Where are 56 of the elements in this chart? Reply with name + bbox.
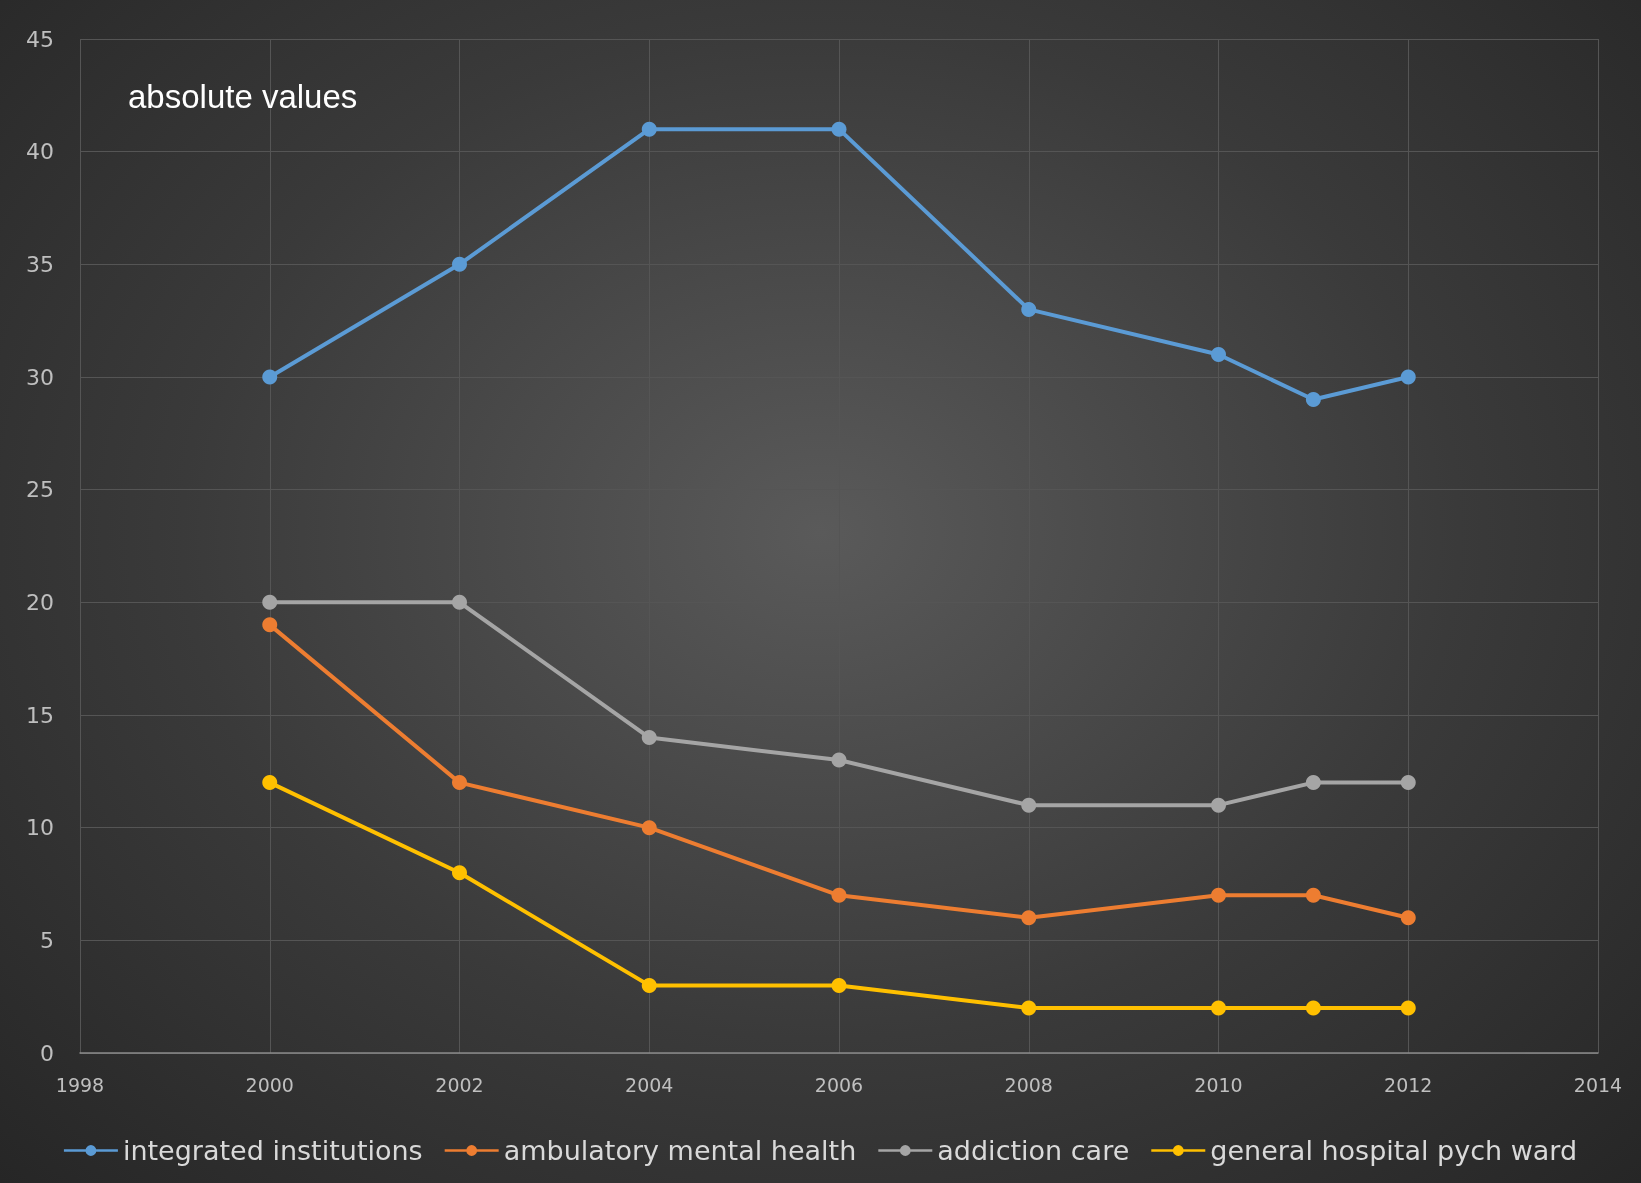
y-tick-label: 25 xyxy=(26,477,54,503)
y-tick-label: 0 xyxy=(40,1040,54,1066)
point xyxy=(1400,1000,1416,1016)
point xyxy=(262,369,278,385)
x-tick-label: 2002 xyxy=(435,1073,484,1096)
point xyxy=(452,865,467,881)
y-tick-label: 5 xyxy=(40,927,54,953)
x-tick-label: 2008 xyxy=(1004,1073,1053,1096)
point xyxy=(452,775,467,791)
point xyxy=(262,775,278,791)
point xyxy=(1021,1000,1037,1016)
point xyxy=(1400,775,1416,791)
point xyxy=(262,617,278,633)
y-tick-label: 20 xyxy=(26,589,54,615)
point xyxy=(641,730,657,746)
point xyxy=(1400,369,1416,385)
y-tick-label: 45 xyxy=(26,26,54,52)
y-tick-label: 10 xyxy=(26,815,54,841)
y-tick-label: 30 xyxy=(26,364,54,390)
x-tick-label: 2000 xyxy=(245,1073,294,1096)
point xyxy=(641,121,657,137)
point xyxy=(831,887,847,903)
x-tick-label: 2010 xyxy=(1194,1073,1243,1096)
point xyxy=(1305,392,1321,408)
point xyxy=(641,820,657,836)
y-tick-label: 15 xyxy=(26,702,54,728)
y-tick-label: 35 xyxy=(26,251,54,277)
legend-label: general hospital pych ward xyxy=(1210,1135,1578,1166)
x-tick-label: 2012 xyxy=(1384,1073,1433,1096)
point xyxy=(1400,910,1416,926)
point xyxy=(262,594,278,610)
point xyxy=(1211,797,1226,813)
point xyxy=(831,752,847,768)
point xyxy=(1305,887,1321,903)
point xyxy=(831,977,847,993)
point xyxy=(452,256,467,272)
point xyxy=(452,594,467,610)
point xyxy=(1021,910,1037,926)
point xyxy=(1211,1000,1226,1016)
point xyxy=(1021,797,1037,813)
point xyxy=(831,121,847,137)
point xyxy=(641,977,657,993)
point xyxy=(1305,775,1321,791)
y-tick-label: 40 xyxy=(26,139,54,165)
x-tick-label: 2004 xyxy=(625,1073,674,1096)
point xyxy=(1211,346,1226,362)
legend-label: integrated institutions xyxy=(122,1135,423,1166)
point xyxy=(1211,887,1226,903)
x-tick-label: 1998 xyxy=(55,1073,105,1096)
point xyxy=(1021,301,1037,317)
x-tick-label: 2006 xyxy=(814,1073,864,1096)
legend-label: ambulatory mental health xyxy=(503,1135,857,1166)
x-tick-label: 2014 xyxy=(1573,1073,1623,1096)
annotation: absolute values xyxy=(128,78,358,115)
legend-label: addiction care xyxy=(937,1135,1130,1166)
point xyxy=(1305,1000,1321,1016)
